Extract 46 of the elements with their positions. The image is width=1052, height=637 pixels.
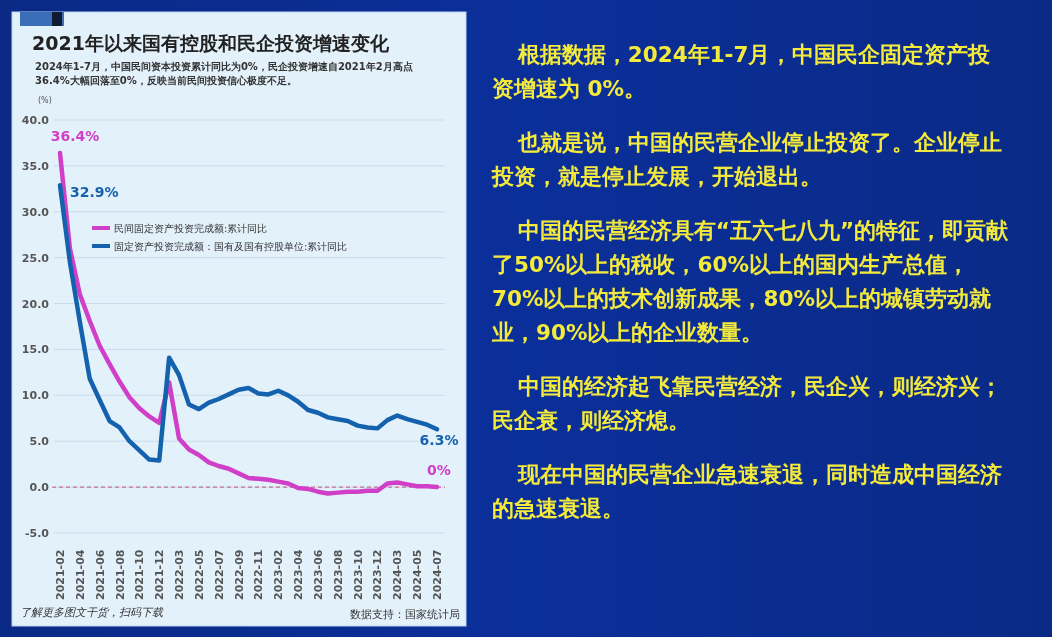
text: 中国的经济起飞靠民营经济，民企兴，则经济兴；民企衰，则经济熄。 — [492, 373, 1003, 435]
chart-subtitle: 2024年1-7月，中国民间资本投资累计同比为0%，民企投资增速自2021年2月高点36.4%大幅回落至0%，反映当前民间投资信心极度不足。 — [35, 61, 413, 86]
text: 根据数据，2024年1-7月，中国民企固定资产投资增速为 0%。 — [492, 41, 992, 103]
x-tick-label: 2021-02 — [54, 549, 67, 600]
text: 数据支持：国家统计局 — [350, 608, 460, 621]
x-tick-label: 2023-08 — [331, 549, 345, 600]
chart-title: 2021年以来国有控股和民企投资增速变化 — [32, 32, 390, 54]
annotation: 36.4% — [50, 128, 100, 145]
y-tick-label: 40.0 — [21, 114, 50, 127]
text: 中国的民营经济具有“五六七八九”的特征，即贡献了50%以上的税收，60%以上的国内生产总值，70%以上的技术创新成果，80%以上的城镇劳动就业，90%以上的企业数量。 — [492, 217, 1010, 347]
text: 现在中国的民营企业急速衰退，同时造成中国经济的急速衰退。 — [492, 461, 1003, 523]
y-tick-label: 20.0 — [21, 297, 50, 311]
x-tick-label: 2024-07 — [431, 549, 444, 600]
y-tick-label: 35.0 — [21, 159, 50, 173]
x-tick-label: 2023-02 — [272, 549, 286, 600]
x-tick-label: 2023-06 — [311, 549, 325, 600]
legend-label: 固定资产投资完成额：国有及国有控股单位:累计同比 — [114, 241, 348, 252]
y-tick-label: 15.0 — [21, 343, 50, 357]
y-tick-label: -5.0 — [24, 527, 50, 540]
y-tick-label: 25.0 — [21, 251, 50, 265]
legend-label: 民间固定资产投资完成额:累计同比 — [114, 223, 268, 234]
x-tick-label: 2022-11 — [252, 549, 266, 600]
text: 也就是说，中国的民营企业停止投资了。企业停止投资，就是停止发展，开始退出。 — [492, 129, 1003, 191]
x-tick-label: 2024-05 — [411, 549, 425, 600]
y-axis-title: (%) — [38, 96, 52, 105]
x-tick-label: 2024-03 — [391, 549, 405, 600]
x-tick-label: 2023-12 — [371, 549, 385, 600]
y-tick-label: 30.0 — [21, 205, 50, 219]
x-tick-label: 2021-04 — [73, 549, 87, 600]
x-tick-label: 2021-08 — [113, 549, 127, 600]
y-tick-label: 5.0 — [29, 435, 50, 449]
annotation: 6.3% — [419, 432, 459, 449]
annotation: 32.9% — [70, 184, 119, 201]
x-tick-label: 2022-07 — [212, 549, 226, 600]
x-tick-label: 2021-12 — [153, 549, 167, 600]
y-tick-label: 10.0 — [21, 389, 50, 403]
x-tick-label: 2022-03 — [173, 549, 187, 600]
y-tick-label: 0.0 — [29, 481, 50, 495]
x-tick-label: 2021-06 — [93, 549, 107, 600]
x-tick-label: 2023-10 — [351, 549, 365, 600]
x-tick-label: 2021-10 — [133, 549, 147, 600]
text: 了解更多图文干货，扫码下载 — [20, 606, 164, 619]
x-tick-label: 2022-05 — [192, 549, 206, 600]
x-tick-label: 2022-09 — [232, 549, 246, 600]
annotation: 0% — [427, 462, 451, 479]
x-tick-label: 2023-04 — [292, 549, 306, 600]
